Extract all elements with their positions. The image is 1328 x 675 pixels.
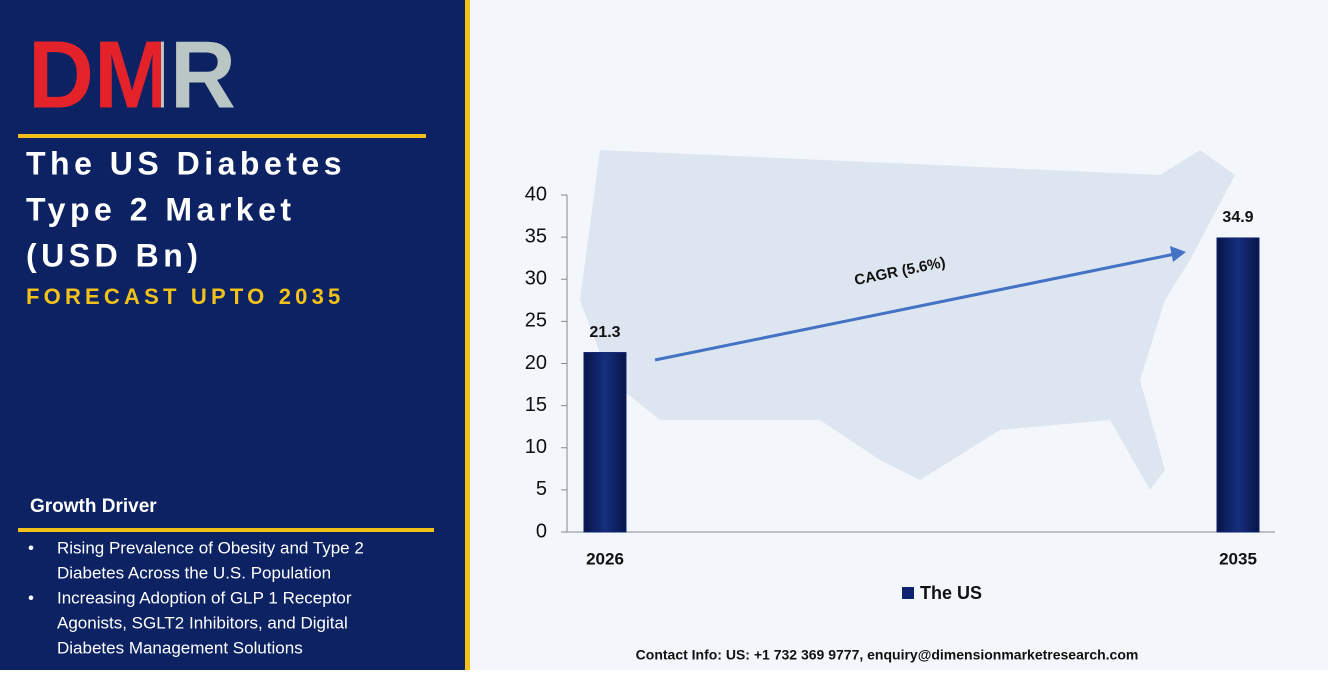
map-shape xyxy=(580,150,1235,490)
y-tick-label: 35 xyxy=(525,225,547,247)
legend-swatch xyxy=(902,587,914,599)
driver-text: Rising Prevalence of Obesity and Type 2 xyxy=(57,538,364,557)
legend-label: The US xyxy=(920,583,982,603)
driver-text: Diabetes Management Solutions xyxy=(57,638,303,657)
divider xyxy=(18,528,434,532)
bullet: • xyxy=(28,588,34,607)
driver-heading: Growth Driver xyxy=(30,496,157,517)
title: (USD Bn) xyxy=(26,237,202,273)
x-tick-label: 2026 xyxy=(586,549,624,568)
y-tick-label: 15 xyxy=(525,394,547,416)
x-tick-label: 2035 xyxy=(1219,549,1257,568)
driver-text: Diabetes Across the U.S. Population xyxy=(57,563,331,582)
cagr-arrow xyxy=(654,252,1176,362)
driver-text: Agonists, SGLT2 Inhibitors, and Digital xyxy=(57,613,348,632)
y-tick-label: 5 xyxy=(536,478,547,500)
arrow-head xyxy=(1170,246,1186,262)
value-label: 21.3 xyxy=(589,324,620,341)
bullet: • xyxy=(28,538,34,557)
title: Type 2 Market xyxy=(26,191,296,227)
footer: Contact Info: US: +1 732 369 9777, enqui… xyxy=(636,647,1139,663)
y-tick-label: 40 xyxy=(525,183,547,205)
title: The US Diabetes xyxy=(26,145,346,181)
panel-border xyxy=(465,0,470,670)
y-tick-label: 30 xyxy=(525,268,547,290)
bar xyxy=(583,352,627,533)
driver-text: Increasing Adoption of GLP 1 Receptor xyxy=(57,588,352,607)
y-tick-label: 20 xyxy=(525,352,547,374)
bar xyxy=(1216,237,1260,533)
y-tick-label: 0 xyxy=(536,520,547,542)
logo: DMR xyxy=(28,21,236,128)
y-tick-label: 10 xyxy=(525,436,547,458)
subtitle: FORECAST UPTO 2035 xyxy=(26,284,344,309)
left-panel xyxy=(0,0,465,670)
divider xyxy=(18,134,426,138)
y-tick-label: 25 xyxy=(525,310,547,332)
value-label: 34.9 xyxy=(1222,209,1253,226)
